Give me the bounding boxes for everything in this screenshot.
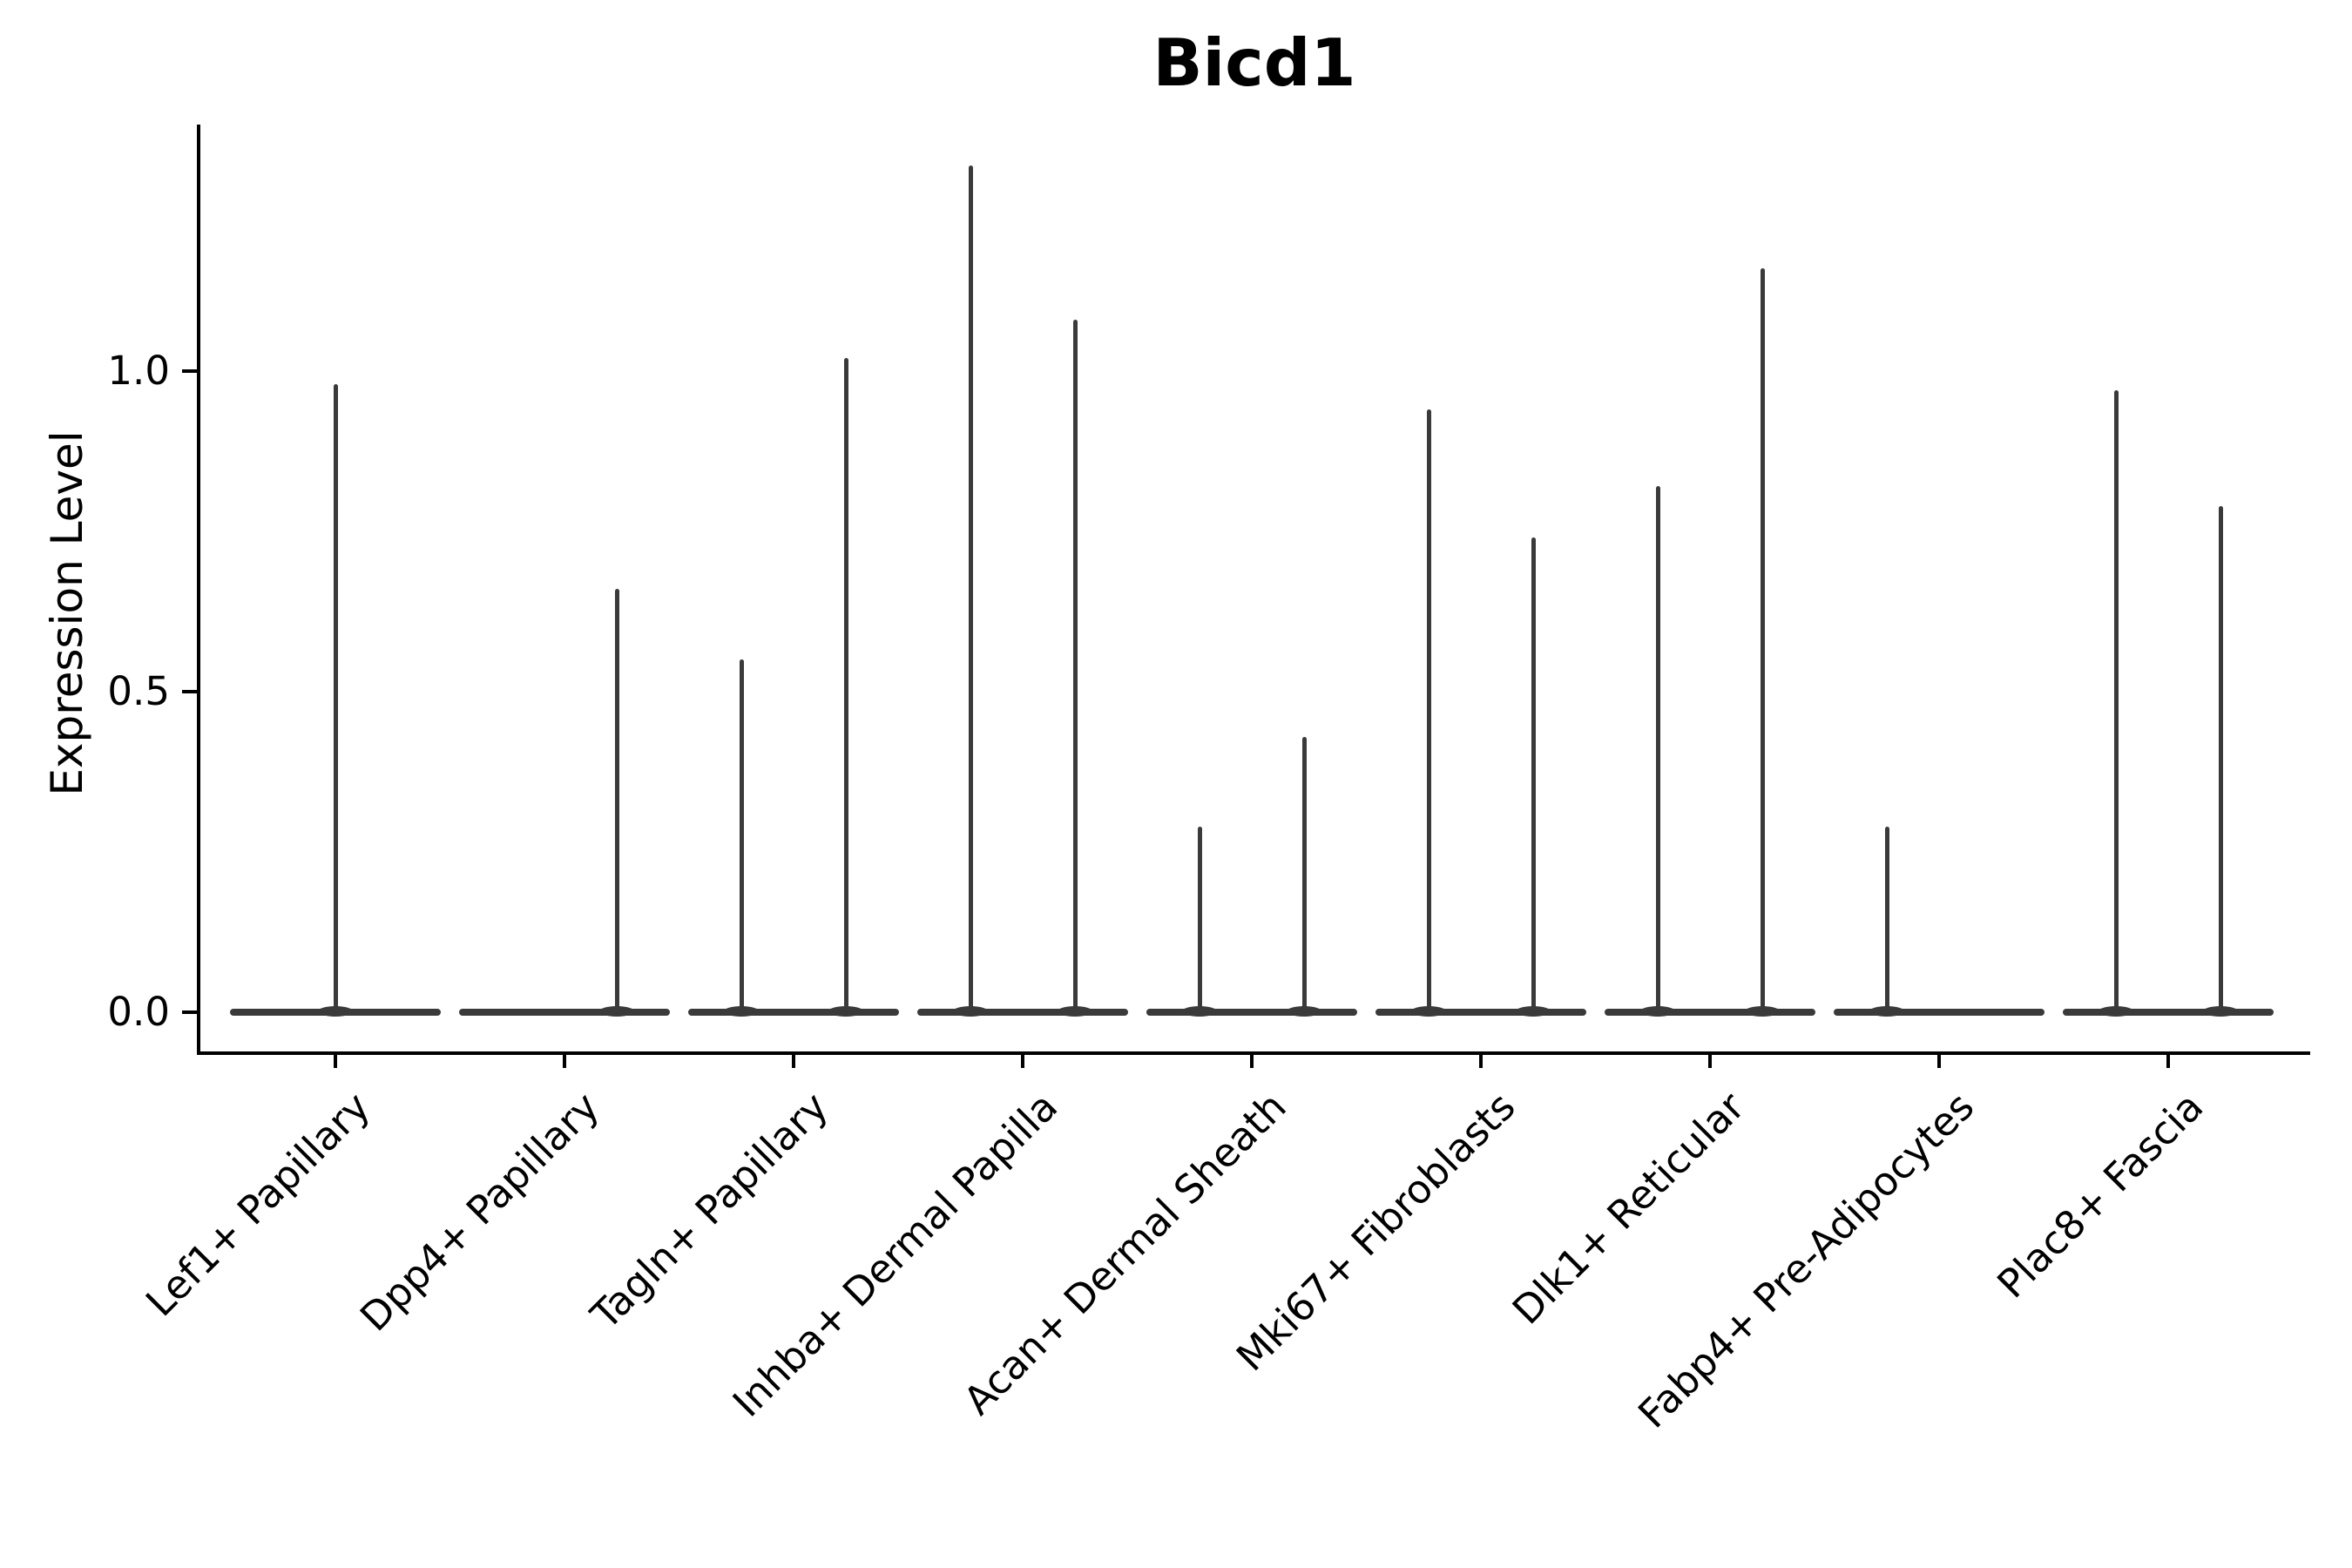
violin-spike bbox=[1760, 268, 1765, 1012]
x-tick-label: Dlk1+ Reticular bbox=[1504, 1083, 1754, 1334]
violin-spike bbox=[1531, 537, 1536, 1012]
x-tick-mark bbox=[1250, 1055, 1254, 1068]
y-tick-mark bbox=[182, 690, 197, 693]
x-tick-mark bbox=[1479, 1055, 1483, 1068]
violin-base bbox=[917, 1009, 1128, 1016]
violin-spike bbox=[614, 589, 619, 1012]
violin-spike bbox=[333, 383, 338, 1012]
y-tick-mark bbox=[182, 1010, 197, 1014]
x-tick-mark bbox=[1021, 1055, 1024, 1068]
y-tick-label: 0.0 bbox=[107, 989, 170, 1035]
x-tick-label: Dpp4+ Papillary bbox=[351, 1083, 609, 1341]
x-tick-mark bbox=[1937, 1055, 1941, 1068]
violin-base bbox=[1375, 1009, 1586, 1016]
y-tick-label: 0.5 bbox=[107, 668, 170, 714]
x-tick-mark bbox=[792, 1055, 795, 1068]
violin-base bbox=[1605, 1009, 1815, 1016]
violin-spike bbox=[2113, 390, 2119, 1012]
y-axis-spine bbox=[197, 125, 200, 1055]
y-tick-mark bbox=[182, 369, 197, 373]
violin-base bbox=[1834, 1009, 2044, 1016]
violin-base bbox=[688, 1009, 899, 1016]
x-tick-mark bbox=[334, 1055, 337, 1068]
violin-spike bbox=[1426, 409, 1431, 1012]
chart-title: Bicd1 bbox=[1152, 24, 1356, 101]
violin-spike bbox=[1884, 826, 1889, 1012]
violin-spike bbox=[2218, 505, 2223, 1012]
x-tick-mark bbox=[2166, 1055, 2170, 1068]
x-tick-mark bbox=[1708, 1055, 1712, 1068]
x-tick-label: Lef1+ Papillary bbox=[137, 1083, 380, 1326]
x-tick-label: Tagln+ Papillary bbox=[582, 1083, 838, 1339]
violin-spike bbox=[1655, 486, 1660, 1012]
violin-spike bbox=[739, 659, 744, 1012]
y-tick-label: 1.0 bbox=[107, 348, 170, 394]
x-tick-label: Plac8+ Fascia bbox=[1988, 1083, 2213, 1308]
violin-spike bbox=[1197, 826, 1202, 1012]
violin-base bbox=[2063, 1009, 2274, 1016]
violin-spike bbox=[843, 358, 848, 1012]
violin-base bbox=[1146, 1009, 1357, 1016]
violin-spike bbox=[1072, 320, 1078, 1012]
y-axis-label: Expression Level bbox=[42, 430, 92, 796]
x-axis-spine bbox=[197, 1051, 2310, 1055]
violin-base bbox=[459, 1009, 670, 1016]
x-tick-mark bbox=[563, 1055, 566, 1068]
violin-spike bbox=[968, 166, 973, 1012]
violin-spike bbox=[1301, 736, 1307, 1012]
